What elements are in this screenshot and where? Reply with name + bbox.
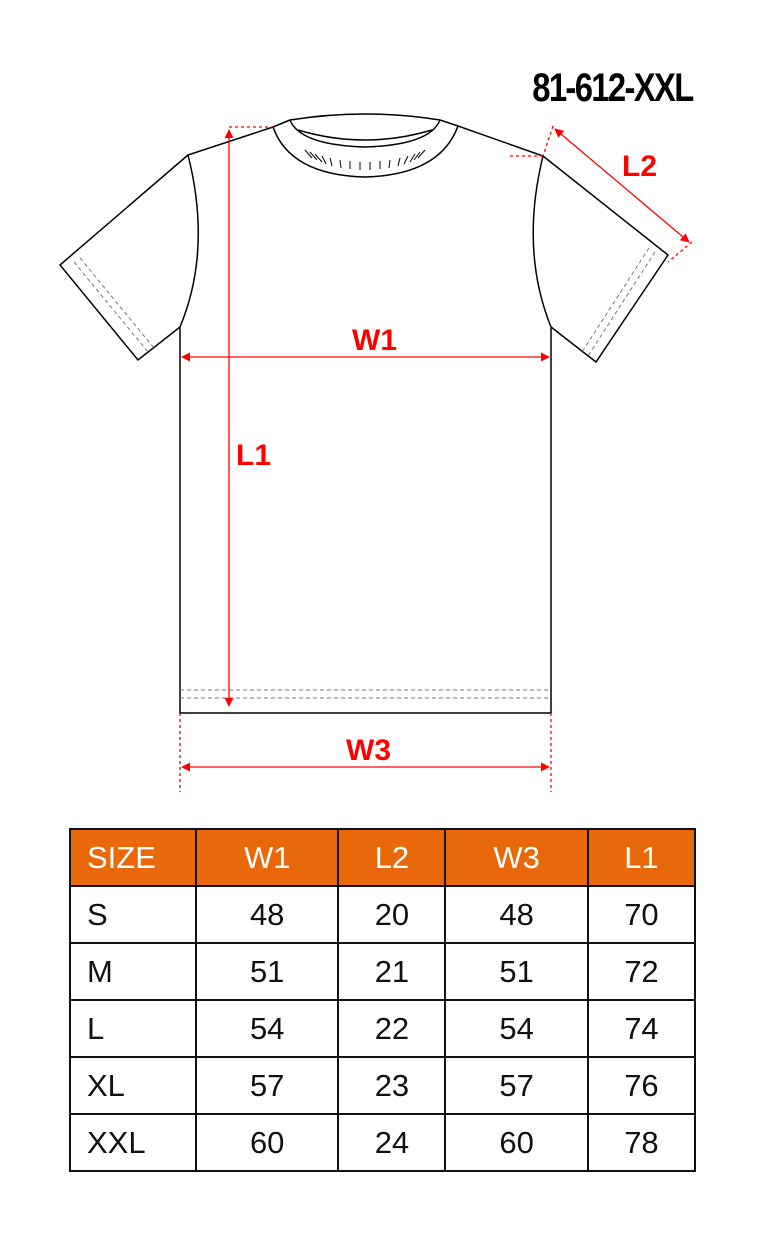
table-cell: 51 [444,942,589,1001]
header-l1: L1 [586,828,697,887]
rib-hatching [304,149,426,170]
w1-label: W1 [352,324,397,357]
product-code: 81-612-XXL [532,66,695,110]
table-row: M 51 21 51 72 [69,942,697,1001]
table-cell: XXL [69,1113,197,1172]
table-cell: 54 [194,999,340,1058]
table-cell: S [69,885,197,944]
table-cell: XL [69,1056,197,1115]
table-cell: 24 [337,1113,447,1172]
tshirt-outline [58,113,670,714]
l2-label: L2 [622,150,657,183]
table-cell: M [69,942,197,1001]
table-cell: 57 [444,1056,589,1115]
table-cell: 22 [337,999,447,1058]
table-row: XXL 60 24 60 78 [69,1113,697,1172]
measure-lines [179,125,693,792]
table-cell: 21 [337,942,447,1001]
table-cell: 54 [444,999,589,1058]
header-w1: W1 [194,828,340,887]
w3-label: W3 [346,734,391,767]
table-row: L 54 22 54 74 [69,999,697,1058]
table-cell: 78 [586,1113,697,1172]
table-cell: 70 [586,885,697,944]
table-cell: 51 [194,942,340,1001]
l1-label: L1 [236,439,271,472]
table-cell: 23 [337,1056,447,1115]
table-row: XL 57 23 57 76 [69,1056,697,1115]
header-l2: L2 [337,828,447,887]
table-row: S 48 20 48 70 [69,885,697,944]
table-cell: L [69,999,197,1058]
l2-arrow [554,128,690,243]
table-cell: 57 [194,1056,340,1115]
table-header-row: SIZE W1 L2 W3 L1 [69,828,697,887]
table-cell: 60 [194,1113,340,1172]
header-w3: W3 [444,828,589,887]
header-size: SIZE [69,828,197,887]
table-cell: 74 [586,999,697,1058]
tshirt-diagram: W1 L1 L2 W3 [58,113,693,792]
table-cell: 48 [194,885,340,944]
table-cell: 72 [586,942,697,1001]
size-table: SIZE W1 L2 W3 L1 S 48 20 48 70 M 51 21 51 72 L 54 22… [69,828,697,1172]
stitching [73,247,656,699]
table-cell: 20 [337,885,447,944]
table-cell: 60 [444,1113,589,1172]
table-cell: 48 [444,885,589,944]
table-cell: 76 [586,1056,697,1115]
